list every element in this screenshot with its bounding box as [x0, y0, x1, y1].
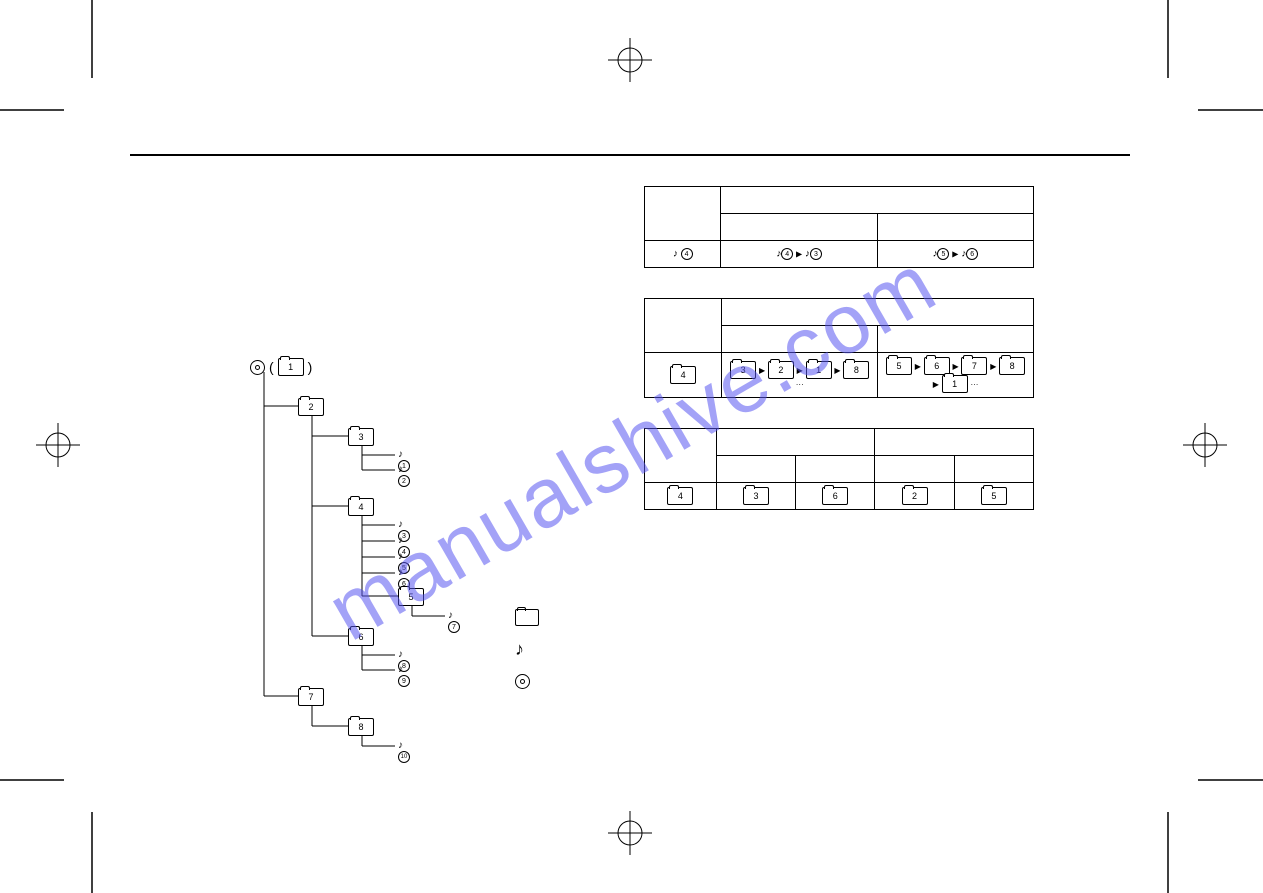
track-7: ♪ 7: [448, 610, 460, 633]
folder-root: 1: [278, 358, 304, 376]
folder-3: 3: [348, 428, 374, 446]
folder-2: 2: [298, 398, 324, 416]
track-10: ♪ 10: [398, 740, 410, 763]
folder-7: 7: [298, 688, 324, 706]
note-icon: ♪: [515, 639, 524, 660]
crop-marks: [0, 0, 1263, 893]
disc-icon: [250, 360, 265, 375]
table-folder-updown: 4 3 6 2 5: [644, 428, 1034, 510]
disc-legend-icon: [515, 674, 530, 689]
table-track-nav: ♪ 4 ♪4 ▶ ♪3 ♪5 ▶ ♪6: [644, 186, 1034, 268]
folder-tree-lines: [250, 358, 610, 778]
folder-4: 4: [348, 498, 374, 516]
track-9: ♪ 9: [398, 664, 410, 687]
folder-icon: [515, 609, 539, 626]
table-folder-nav: 4 3 ▶ 2 ▶ 1 ▶ 8 ··· 5 ▶ 6 ▶ 7 ▶ 8 ▶ 1 ··…: [644, 298, 1034, 398]
folder-8: 8: [348, 718, 374, 736]
folder-6: 6: [348, 628, 374, 646]
horizontal-rule: [130, 154, 1130, 156]
folder-5: 5: [398, 588, 424, 606]
legend: ♪: [515, 608, 539, 704]
track-2: ♪ 2: [398, 464, 410, 487]
